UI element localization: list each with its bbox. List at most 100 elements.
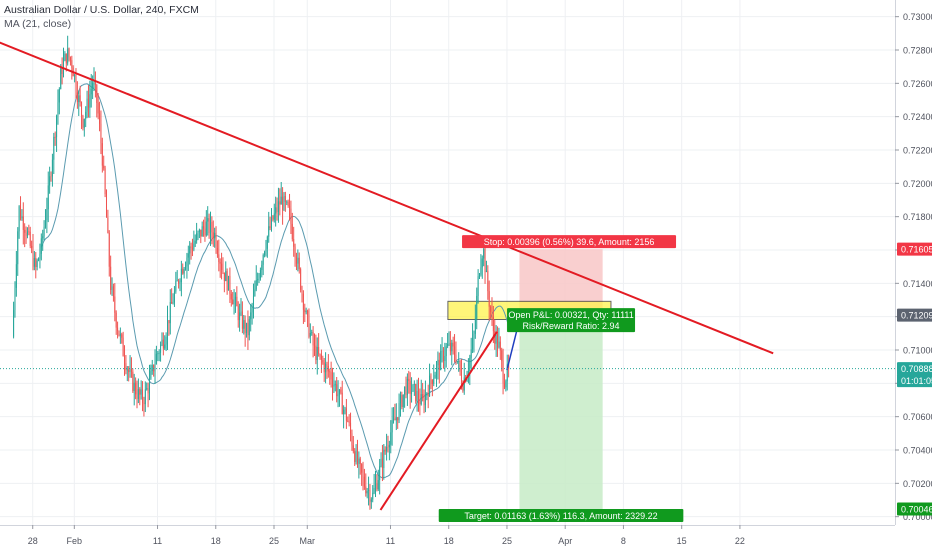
moving-average-line [40,83,510,479]
open-pl-label: Open P&L: 0.00321, Qty: 11111 [508,310,633,320]
indicator-legend[interactable]: MA (21, close) [4,18,72,30]
candle-body [233,299,235,305]
candle-body [391,420,393,433]
candle-body [223,272,225,282]
candle-body [470,349,472,358]
grid [0,0,895,525]
candle-body [130,369,132,372]
moving-average-layer [40,83,510,479]
candle-body [423,398,425,406]
candle-body [243,320,245,329]
candle-body [203,226,205,229]
candle-body [451,342,453,352]
candle-body [44,220,46,227]
candle-body [111,286,113,290]
candle-body [383,449,385,468]
candle-body [302,293,304,310]
candle-body [204,228,206,236]
candle-body [282,196,284,211]
resistance-trendline [0,41,774,355]
candle-body [94,80,96,86]
candle-body [218,254,220,262]
candle-body [348,421,350,423]
candle-body [40,238,42,254]
candle-body [406,378,408,396]
candle-body [234,296,236,300]
candle-body [104,168,106,195]
candle-body [133,382,135,391]
candle-body [474,318,476,334]
candle-body [85,111,87,119]
candle-body [64,53,66,61]
candle-body [248,319,250,336]
candle-body [17,231,19,265]
candle-body [412,384,414,392]
candle-body [305,310,307,313]
candle-body [397,417,399,421]
candle-body [117,327,119,331]
candle-body [308,314,310,337]
candle-body [150,371,152,379]
risk-reward-label: Risk/Reward Ratio: 2.94 [523,321,620,331]
candle-body [307,310,309,315]
candle-body [126,369,128,371]
candle-body [165,336,167,345]
candle-body [298,257,300,270]
candle-body [327,366,329,372]
stop-label: Stop: 0.00396 (0.56%) 39.6, Amount: 2156 [484,237,655,247]
candle-body [352,445,354,452]
candle-body [300,269,302,290]
candle-body [449,342,451,352]
candle-body [440,351,442,371]
candle-body [237,306,239,321]
candle-body [247,322,249,336]
candle-body [129,369,131,373]
candle-body [505,381,507,388]
candle-body [420,394,422,405]
candle-body [417,390,419,401]
candle-body [226,271,228,291]
candle-body [148,378,150,394]
candle-body [365,486,367,494]
target-label-group: Target: 0.01163 (1.63%) 116.3, Amount: 2… [438,509,684,522]
x-tick-label: Apr [558,536,572,546]
candle-body [76,92,78,103]
candle-body [340,389,342,393]
candle-body [97,102,99,114]
candle-body [119,334,121,336]
candle-body [146,388,148,390]
candle-body [368,490,370,491]
candle-body [336,384,338,397]
candle-body [67,48,69,64]
candle-body [424,393,426,406]
candle-body [334,384,336,386]
candle-body [276,207,278,212]
time-axis-bg [0,525,932,550]
candle-body [416,390,418,402]
candle-body [105,194,107,218]
candle-body [71,60,73,68]
candle-body [326,363,328,367]
candle-body [366,490,368,494]
candle-body [463,377,465,391]
axis-entry-label: 0.71209 [901,311,932,321]
candle-body [387,447,389,448]
axis-countdown-label-bg [897,374,932,388]
x-tick-label: 15 [677,536,687,546]
candle-body [452,342,454,347]
price-axis-bg [895,0,932,550]
candle-body [318,347,320,354]
candle-body [143,402,145,405]
candle-body [185,266,187,270]
candle-body [483,249,485,259]
candle-body [87,98,89,108]
candle-body [484,249,486,273]
axis-target-label-bg [897,502,932,516]
candle-body [343,409,345,415]
